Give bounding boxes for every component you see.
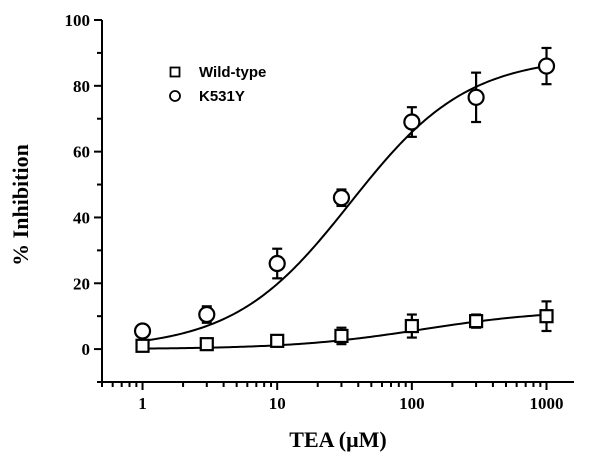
x-tick-label: 10 xyxy=(269,394,286,413)
legend-square-marker xyxy=(169,66,181,78)
square-marker xyxy=(199,337,214,352)
data-point-k531y xyxy=(198,305,216,324)
data-point-wild-type xyxy=(334,326,349,346)
y-tick-label: 0 xyxy=(82,340,91,359)
square-marker xyxy=(135,338,150,353)
square-marker xyxy=(539,309,554,324)
legend-entry-label: K531Y xyxy=(199,88,245,105)
y-axis-label: % Inhibition xyxy=(8,144,33,266)
y-tick-label: 20 xyxy=(73,274,90,293)
data-point-k531y xyxy=(403,106,421,138)
square-marker xyxy=(270,333,285,348)
data-point-wild-type xyxy=(199,337,214,352)
fit-curve-k531y xyxy=(142,65,547,342)
circle-marker xyxy=(403,113,421,131)
legend-circle-marker xyxy=(169,90,181,102)
y-tick-label: 80 xyxy=(73,77,90,96)
data-point-wild-type xyxy=(539,300,554,333)
data-point-k531y xyxy=(332,188,351,208)
data-point-wild-type xyxy=(270,333,285,348)
data-point-k531y xyxy=(467,71,485,124)
x-tick-label: 1000 xyxy=(530,394,564,413)
data-point-k531y xyxy=(133,322,152,340)
axes: 0 20 40 60 80 100 1 10 100 1000 xyxy=(65,11,574,413)
data-point-k531y xyxy=(537,46,556,86)
legend: Wild-type K531Y xyxy=(169,64,266,105)
square-marker xyxy=(334,328,349,344)
data-point-wild-type xyxy=(404,313,419,339)
circle-marker xyxy=(198,305,216,324)
x-tick-label: 100 xyxy=(399,394,425,413)
x-axis-label: TEA (μM) xyxy=(289,427,386,452)
circle-marker xyxy=(537,57,556,75)
x-tick-label: 1 xyxy=(138,394,147,413)
data-point-wild-type xyxy=(469,313,484,329)
square-marker xyxy=(404,318,419,334)
circle-marker xyxy=(332,189,351,207)
y-tick-label: 60 xyxy=(73,143,90,162)
y-tick-label: 100 xyxy=(65,11,91,30)
square-marker xyxy=(469,314,484,329)
legend-entry-label: Wild-type xyxy=(199,64,266,81)
data-points xyxy=(133,46,556,353)
data-point-wild-type xyxy=(135,338,150,353)
circle-marker xyxy=(268,254,286,273)
circle-marker xyxy=(133,322,152,340)
data-point-k531y xyxy=(268,247,286,280)
circle-marker xyxy=(467,88,485,106)
y-tick-label: 40 xyxy=(73,208,90,227)
